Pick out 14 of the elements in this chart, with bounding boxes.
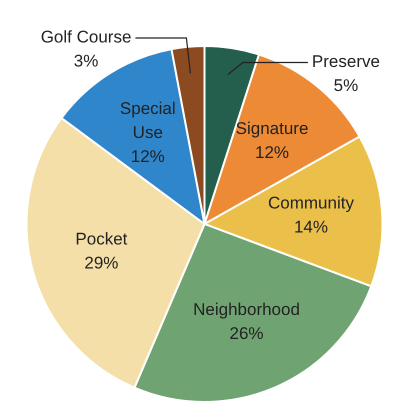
data-label: 12% [130, 147, 165, 166]
slice-label: Pocket [75, 230, 128, 249]
slice-label: Signature [236, 118, 308, 138]
data-label: 29% [84, 254, 118, 273]
slice-label: Preserve [312, 52, 380, 72]
slice-label: Neighborhood [193, 300, 300, 319]
slice-label: Golf Course [40, 28, 132, 47]
slice-label: Special Use [120, 99, 176, 142]
data-label: 5% [334, 76, 358, 96]
data-label: 12% [254, 142, 290, 162]
data-label: 26% [230, 324, 264, 343]
data-label: 14% [294, 217, 328, 236]
data-label: 3% [74, 52, 98, 71]
slice-label: Community [268, 193, 354, 212]
